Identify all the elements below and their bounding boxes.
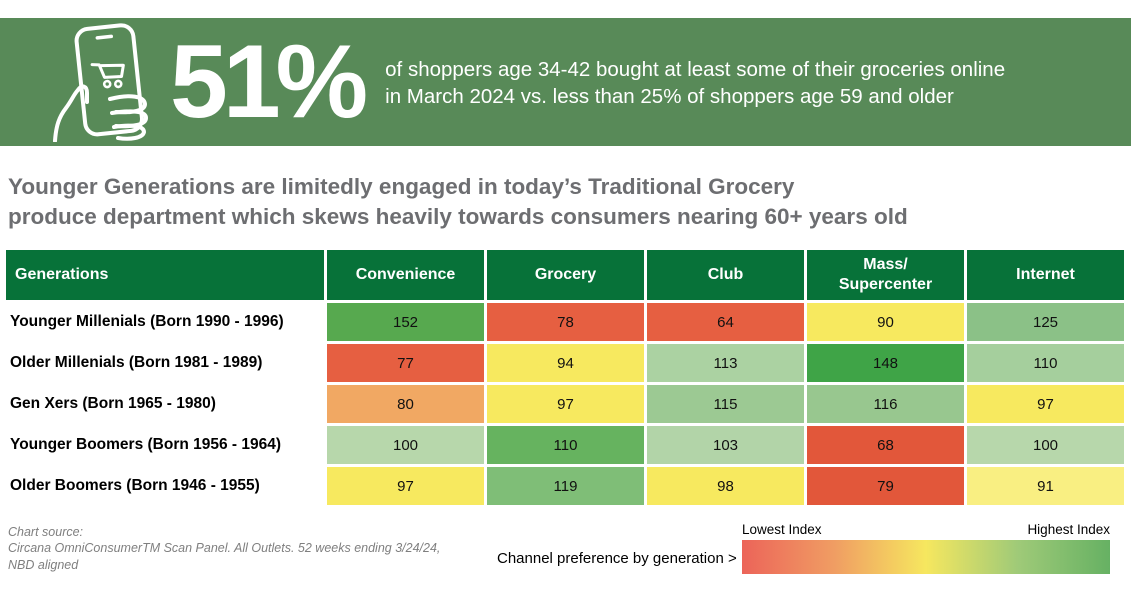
- stat-description-line1: of shoppers age 34-42 bought at least so…: [385, 57, 1006, 81]
- row-label: Older Boomers (Born 1946 - 1955): [6, 467, 324, 505]
- heatmap-cell: 110: [487, 426, 644, 464]
- heatmap-cell: 91: [967, 467, 1124, 505]
- chart-source: Chart source: Circana OmniConsumerTM Sca…: [8, 524, 440, 573]
- row-label: Older Millenials (Born 1981 - 1989): [6, 344, 324, 382]
- column-header: Grocery: [487, 250, 644, 300]
- column-header: Convenience: [327, 250, 484, 300]
- stat-description-line2: in March 2024 vs. less than 25% of shopp…: [385, 85, 954, 108]
- heatmap-cell: 68: [807, 426, 964, 464]
- heatmap-cell: 98: [647, 467, 804, 505]
- chart-source-line2: Circana OmniConsumerTM Scan Panel. All O…: [8, 541, 441, 556]
- legend-caption: Channel preference by generation >: [497, 550, 737, 567]
- stat-banner: 51% of shoppers age 34-42 bought at leas…: [0, 18, 1131, 146]
- heatmap-cell: 113: [647, 344, 804, 382]
- column-header: Internet: [967, 250, 1124, 300]
- heatmap-cell: 97: [327, 467, 484, 505]
- heatmap-cell: 94: [487, 344, 644, 382]
- row-label: Younger Boomers (Born 1956 - 1964): [6, 426, 324, 464]
- row-label: Younger Millenials (Born 1990 - 1996): [6, 303, 324, 341]
- heatmap-cell: 125: [967, 303, 1124, 341]
- heatmap-cell: 119: [487, 467, 644, 505]
- heatmap-cell: 97: [967, 385, 1124, 423]
- chart-source-line3: NBD aligned: [8, 557, 79, 572]
- heatmap-cell: 148: [807, 344, 964, 382]
- heatmap-cell: 79: [807, 467, 964, 505]
- chart-source-line1: Chart source:: [8, 525, 84, 539]
- stat-value: 51%: [170, 24, 368, 140]
- headline-line1: Younger Generations are limitedly engage…: [8, 174, 795, 199]
- column-header-generations: Generations: [6, 250, 324, 300]
- heatmap-cell: 115: [647, 385, 804, 423]
- heatmap-cell: 152: [327, 303, 484, 341]
- column-header: Mass/ Supercenter: [807, 250, 964, 300]
- heatmap-cell: 110: [967, 344, 1124, 382]
- row-label: Gen Xers (Born 1965 - 1980): [6, 385, 324, 423]
- heatmap-cell: 78: [487, 303, 644, 341]
- heatmap-cell: 100: [327, 426, 484, 464]
- heatmap-cell: 97: [487, 385, 644, 423]
- headline-line2: produce department which skews heavily t…: [8, 204, 908, 230]
- heatmap-cell: 77: [327, 344, 484, 382]
- legend-labels: Lowest Index Highest Index: [742, 522, 1110, 537]
- heatmap-cell: 90: [807, 303, 964, 341]
- legend-low-label: Lowest Index: [742, 522, 822, 537]
- heatmap-cell: 80: [327, 385, 484, 423]
- heatmap-table: Generations Convenience Grocery Club Mass/ S…: [6, 250, 1124, 505]
- heatmap-cell: 100: [967, 426, 1124, 464]
- heatmap-cell: 103: [647, 426, 804, 464]
- headline: Younger Generations are limitedly engage…: [8, 172, 908, 233]
- index-legend: Lowest Index Highest Index: [742, 522, 1110, 574]
- heatmap-cell: 116: [807, 385, 964, 423]
- legend-high-label: Highest Index: [1027, 522, 1110, 537]
- phone-shopping-cart-icon: [53, 23, 148, 142]
- stat-description: of shoppers age 34-42 bought at least so…: [385, 56, 1005, 110]
- column-header: Club: [647, 250, 804, 300]
- heatmap-cell: 64: [647, 303, 804, 341]
- gradient-bar: [742, 540, 1110, 574]
